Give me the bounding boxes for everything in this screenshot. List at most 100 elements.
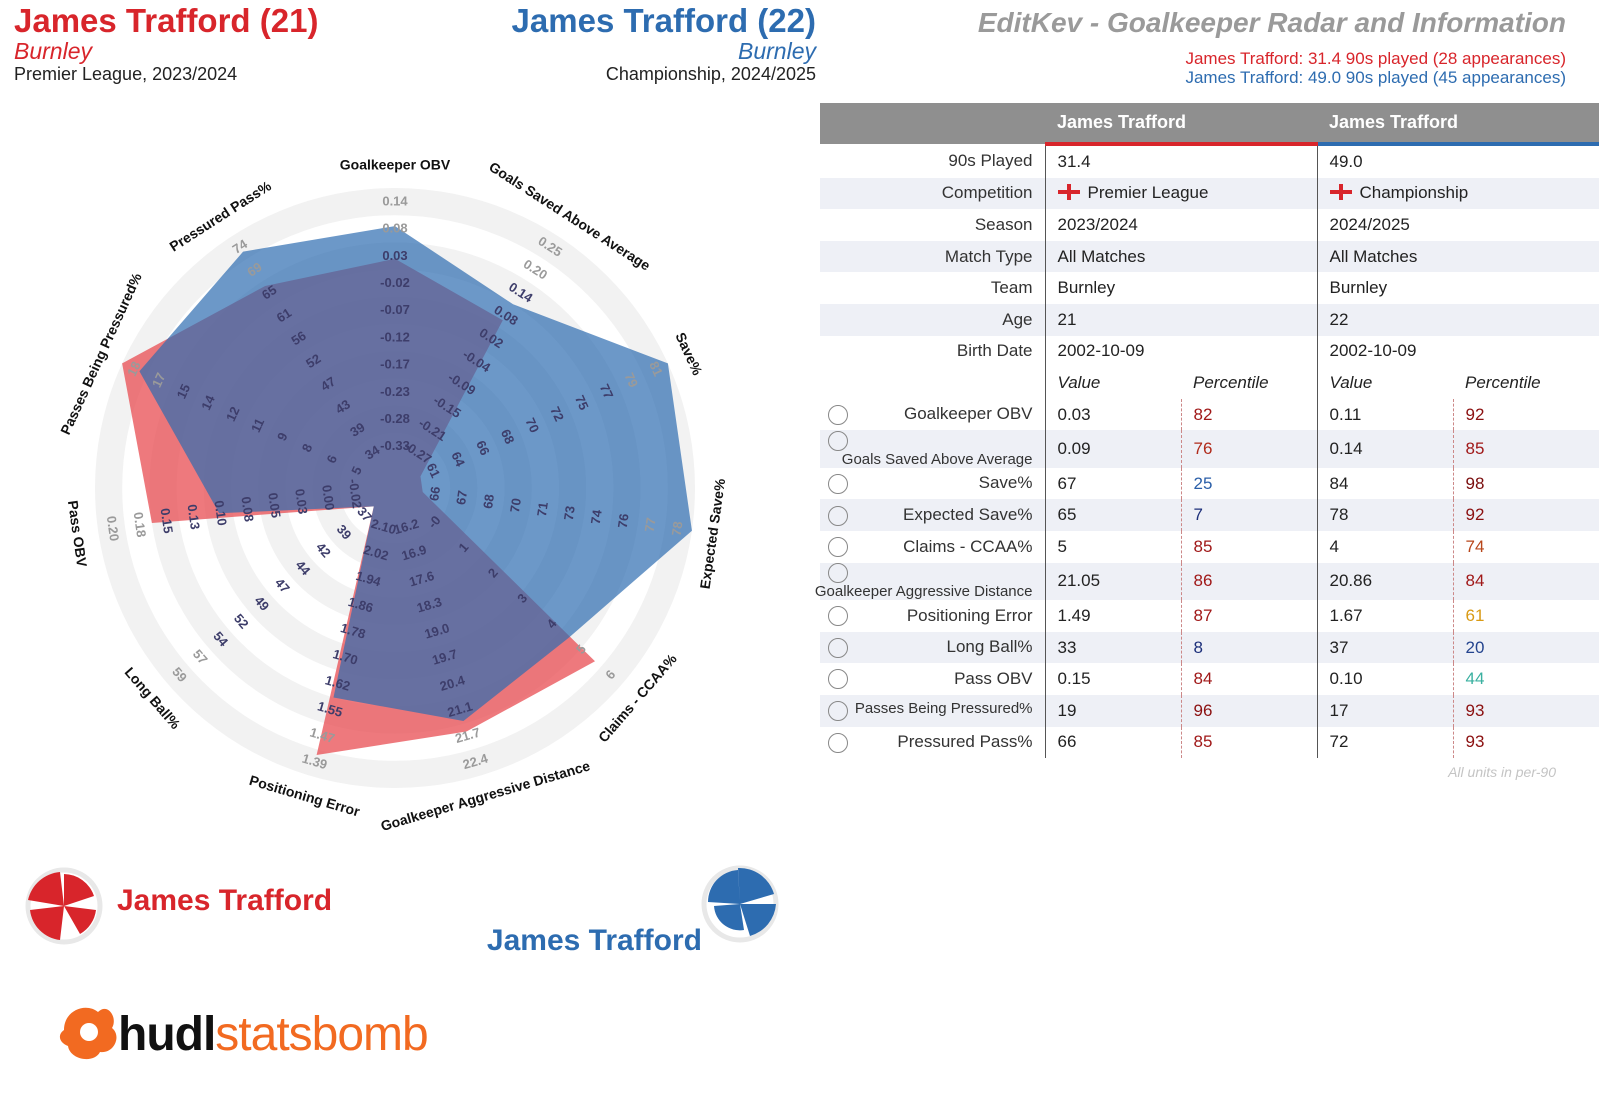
player2-legend-label: James Trafford	[486, 924, 702, 957]
player1-value: 0.09	[1045, 430, 1181, 468]
player2-percentile: 84	[1452, 562, 1599, 601]
player1-value: 66	[1057, 732, 1077, 752]
table-row: Pressured Pass% 66 85 72 93	[820, 726, 1599, 759]
radar-tick-label: 61	[424, 461, 444, 480]
metric-label-cell: Pass OBV	[820, 663, 1046, 695]
radar-tick-label: 67	[453, 489, 470, 505]
table-header-empty	[820, 103, 1045, 144]
metric-label-cell: Passes Being Pressured%	[820, 694, 1046, 727]
player2-info-value: 49.0	[1316, 144, 1599, 178]
table-row: Pass OBV 0.15 84 0.10 44	[820, 663, 1599, 695]
radar-tick-label: 0.15	[158, 507, 176, 534]
row-label: Match Type	[820, 240, 1046, 273]
table-row: Long Ball% 33 8 37 20	[820, 631, 1599, 664]
player1-percentile: 76	[1180, 430, 1317, 468]
player2-percentile: 20	[1452, 631, 1599, 664]
player1-value: 0.03	[1057, 404, 1091, 424]
player2-info-value: 2024/2025	[1316, 209, 1599, 241]
radar-tick-label: 66	[473, 438, 493, 457]
radar-chart: -0.33 -0.28 -0.23 -0.17 -0.12 -0.07 -0.02 0.03 0…	[57, 157, 728, 834]
radar-tick-label: 21.7	[453, 725, 482, 747]
row-label: Team	[820, 272, 1046, 304]
radar-tick-label: -0.17	[380, 357, 410, 372]
table-row: 90s Played 31.4 49.0	[820, 144, 1599, 178]
radar-tick-label: 1.70	[331, 646, 360, 668]
radar-tick-label: 0.05	[265, 492, 283, 519]
radar-tick-label: 77	[597, 382, 617, 401]
radar-tick-label: 73	[561, 505, 578, 521]
player2-value: 17	[1316, 694, 1453, 727]
player2-percentile: 92	[1452, 499, 1599, 532]
radar-tick-label: 0.08	[382, 221, 407, 236]
player1-percentile: 96	[1180, 694, 1317, 727]
gauge-icon	[828, 563, 848, 584]
radar-tick-label: 81	[646, 359, 666, 378]
table-row: Competition Premier League Championship	[820, 177, 1599, 210]
player1-percentile: 82	[1180, 398, 1317, 431]
radar-tick-label: 65	[259, 282, 279, 302]
radar-tick-label: 0.03	[382, 248, 407, 263]
radar-tick-label: 43	[333, 396, 353, 416]
radar-tick-label: 1.78	[339, 620, 368, 642]
table-row: Value Percentile Value Percentile	[820, 367, 1599, 399]
radar-tick-label: 12	[223, 404, 243, 423]
gauge-icon	[828, 404, 848, 425]
table-row: Birth Date 2002-10-09 2002-10-09	[820, 335, 1599, 368]
player1-value: 19	[1045, 694, 1181, 727]
gauge-icon	[828, 637, 848, 658]
table-row: Expected Save% 65 7 78 92	[820, 499, 1599, 532]
table-row: Match Type All Matches All Matches	[820, 240, 1599, 273]
radar-tick-label: 71	[534, 501, 551, 517]
player1-percentile: 8	[1180, 631, 1317, 664]
player1-percentile: 85	[1180, 531, 1317, 563]
table-row: Goals Saved Above Average 0.09 76 0.14 8…	[820, 430, 1599, 468]
radar-tick-label: 21.1	[446, 698, 475, 720]
player2-competition: Championship, 2024/2025	[605, 64, 816, 84]
radar-tick-label: -0.07	[380, 302, 410, 317]
gauge-icon	[828, 537, 848, 558]
player1-percentile: 85	[1180, 726, 1317, 759]
radar-tick-label: 1.94	[354, 568, 383, 590]
radar-tick-label: -0.02	[346, 478, 365, 509]
radar-tick-label: 69	[244, 259, 264, 279]
radar-tick-label: 1.39	[300, 751, 329, 773]
radar-tick-label: 0.13	[185, 503, 203, 530]
player1-competition: Premier League, 2023/2024	[14, 64, 238, 84]
radar-tick-label: -0.33	[380, 438, 410, 453]
radar-tick-label: 16.9	[400, 542, 429, 564]
player2-played-summary: James Trafford: 49.0 90s played (45 appe…	[1185, 68, 1566, 87]
player2-percentile: 44	[1452, 663, 1599, 695]
player1-info-value: 21	[1045, 303, 1317, 336]
radar-series-2	[139, 226, 692, 722]
player2-info-value: 22	[1316, 303, 1599, 336]
gauge-icon	[828, 700, 848, 721]
table-row: Save% 67 25 84 98	[820, 467, 1599, 500]
player2-value: 1.67	[1316, 600, 1453, 632]
player2-value: 0.11	[1316, 398, 1453, 431]
table-row: Passes Being Pressured% 19 96 17 93	[820, 694, 1599, 727]
player2-percentile: 92	[1452, 398, 1599, 431]
player2-value: 0.14	[1316, 430, 1453, 468]
metric-label: Pressured Pass%	[897, 732, 1033, 752]
table-row: Positioning Error 1.49 87 1.67 61	[820, 600, 1599, 632]
radar-tick-label: 20.4	[438, 672, 467, 694]
player2-value: 0.10	[1316, 663, 1453, 695]
radar-tick-label: 15	[174, 382, 194, 401]
player1-value: 67	[1057, 473, 1077, 493]
radar-tick-label: 66	[426, 485, 443, 501]
table-header-player1: James Trafford	[1045, 103, 1317, 146]
player2-team: Burnley	[738, 38, 816, 64]
gauge-icon	[828, 505, 848, 526]
metric-label-cell: Save%	[820, 467, 1046, 500]
player1-percentile: 7	[1180, 499, 1317, 532]
metric-label: Passes Being Pressured%	[854, 700, 1033, 718]
player2-info-value: 2002-10-09	[1316, 335, 1599, 368]
radar-tick-label: 0.20	[104, 515, 122, 542]
gauge-icon	[828, 430, 848, 451]
radar-tick-label: 64	[448, 449, 468, 469]
player1-team: Burnley	[14, 38, 92, 64]
radar-tick-label: 0.08	[238, 496, 256, 523]
gauge-icon	[828, 732, 848, 753]
row-label: Competition	[820, 177, 1046, 210]
player1-legend-label: James Trafford	[117, 884, 333, 917]
